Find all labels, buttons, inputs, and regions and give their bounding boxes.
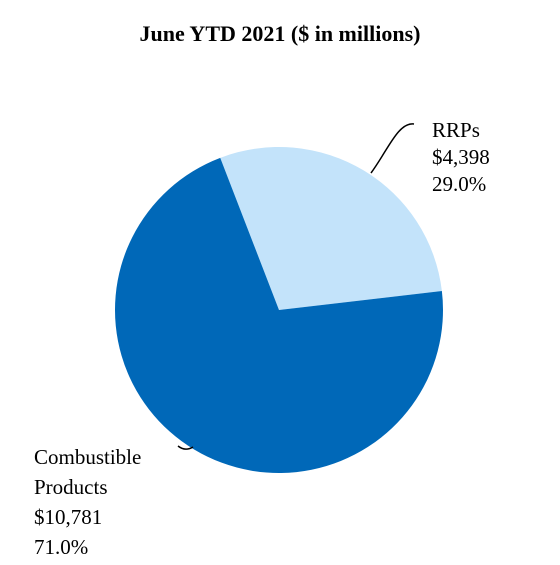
pie-slice-combustible-products [114, 157, 443, 474]
slice-label-combustible-products-line-2: Products [34, 475, 108, 499]
slice-amount-combustible-products: $10,781 [34, 505, 102, 529]
slice-label-rrps: RRPs [432, 118, 480, 142]
pie-slice-rrps [220, 147, 442, 310]
pie-slices [114, 147, 443, 474]
slice-amount-rrps: $4,398 [432, 145, 490, 169]
chart-title: June YTD 2021 ($ in millions) [140, 21, 421, 46]
slice-labels: RRPs $4,398 29.0% Combustible Products $10,78… [34, 118, 490, 559]
slice-percent-rrps: 29.0% [432, 172, 486, 196]
slice-percent-combustible-products: 71.0% [34, 535, 88, 559]
leader-line-combustible-products [177, 445, 194, 450]
slice-leader-lines [177, 123, 415, 450]
leader-line-rrps [370, 123, 415, 174]
slice-label-combustible-products-line-1: Combustible [34, 445, 141, 469]
